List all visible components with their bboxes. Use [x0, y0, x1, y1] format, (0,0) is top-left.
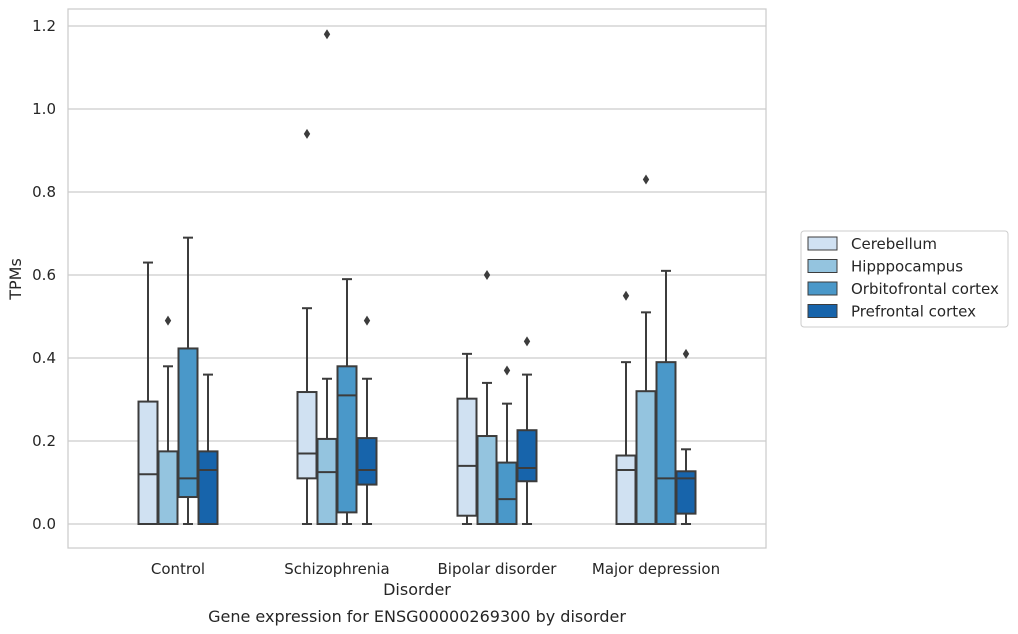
box [635, 390, 657, 526]
y-tick-label: 1.2 [32, 17, 56, 35]
y-tick-label: 0.0 [32, 515, 56, 533]
y-tick-label: 1.0 [32, 100, 56, 118]
y-tick-label: 0.4 [32, 349, 56, 367]
outlier-marker [642, 174, 650, 185]
box [336, 365, 358, 514]
y-axis-label: TPMs [6, 258, 25, 301]
category-group [456, 270, 538, 525]
x-tick-label: Major depression [592, 560, 720, 578]
box [516, 429, 538, 483]
outlier-marker [363, 315, 371, 326]
x-tick-labels: Control Schizophrenia Bipolar disorder Majo… [151, 560, 720, 578]
category-group [137, 236, 219, 526]
box [316, 437, 338, 525]
outlier-marker [682, 348, 690, 359]
box [615, 454, 637, 525]
legend-swatch [807, 259, 838, 273]
outlier-marker [483, 270, 491, 280]
plot-frame [67, 8, 767, 549]
y-tick-label: 0.6 [32, 266, 56, 284]
box [496, 461, 518, 525]
outlier-marker [303, 128, 311, 139]
legend-label: Prefrontal cortex [851, 303, 976, 321]
box [137, 400, 159, 526]
legend-items: Cerebellum Hipppocampus Orbitofrontal cort… [807, 235, 999, 321]
legend-label: Hipppocampus [851, 258, 963, 276]
x-tick-label: Bipolar disorder [438, 560, 558, 578]
legend-swatch [807, 304, 838, 318]
y-tick-label: 0.2 [32, 432, 56, 450]
outlier-marker [523, 336, 531, 347]
outlier-marker [622, 290, 630, 301]
x-tick-label: Control [151, 560, 205, 578]
chart-caption: Gene expression for ENSG00000269300 by d… [208, 607, 626, 626]
outlier-marker [164, 315, 172, 326]
y-tick-label: 0.8 [32, 183, 56, 201]
box [157, 450, 179, 525]
category-group [296, 29, 378, 525]
box [356, 437, 378, 486]
legend-swatch [807, 236, 838, 251]
box [296, 391, 318, 480]
legend-swatch [807, 281, 838, 296]
box [177, 347, 199, 499]
box-groups [137, 29, 697, 526]
legend: Cerebellum Hipppocampus Orbitofrontal cort… [800, 230, 1009, 328]
box [655, 361, 677, 525]
x-axis-label: Disorder [383, 580, 451, 599]
box [675, 470, 697, 515]
outlier-marker [503, 365, 511, 376]
box [476, 435, 498, 525]
y-tick-labels: 0.0 0.2 0.4 0.6 0.8 1.0 1.2 [32, 17, 56, 533]
legend-label: Orbitofrontal cortex [851, 280, 999, 298]
x-tick-label: Schizophrenia [284, 560, 389, 578]
legend-label: Cerebellum [851, 235, 937, 253]
legend-frame [800, 230, 1009, 328]
box [456, 397, 478, 517]
category-group [615, 174, 697, 526]
outlier-marker [323, 29, 331, 40]
box [197, 450, 219, 525]
